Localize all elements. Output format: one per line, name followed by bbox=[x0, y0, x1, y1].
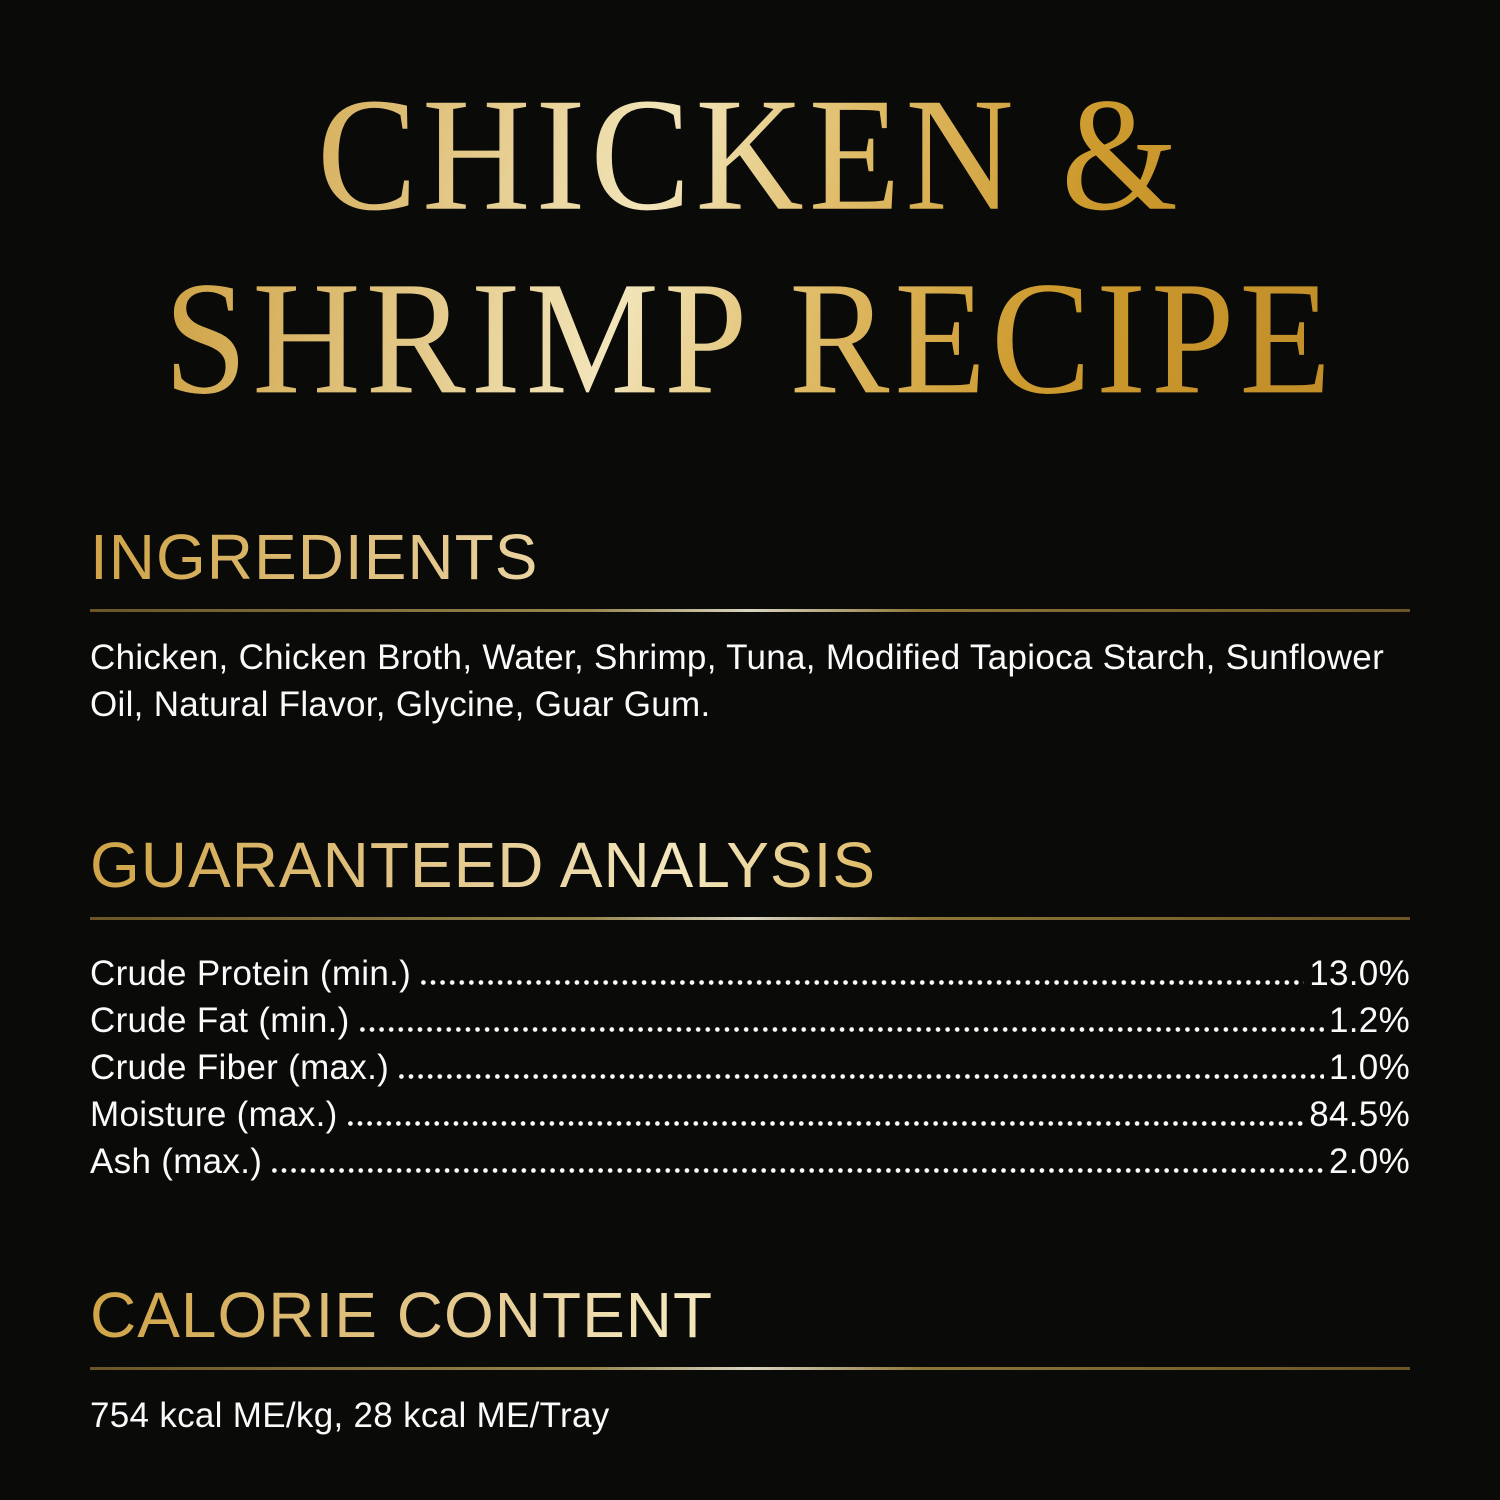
analysis-table: Crude Protein (min.) 13.0% Crude Fat (mi… bbox=[90, 950, 1410, 1185]
analysis-label: Moisture (max.) bbox=[90, 1095, 338, 1134]
guaranteed-analysis-section: GUARANTEED ANALYSIS Crude Protein (min.)… bbox=[90, 829, 1410, 1185]
analysis-label: Ash (max.) bbox=[90, 1142, 263, 1181]
analysis-value: 13.0% bbox=[1309, 954, 1410, 993]
dot-leader bbox=[421, 980, 1305, 985]
dot-leader bbox=[359, 1027, 1325, 1032]
analysis-value: 1.0% bbox=[1329, 1048, 1410, 1087]
analysis-row: Ash (max.) 2.0% bbox=[90, 1138, 1410, 1185]
analysis-value: 84.5% bbox=[1309, 1095, 1410, 1134]
dot-leader bbox=[399, 1074, 1325, 1079]
recipe-title: CHICKEN & SHRIMP RECIPE bbox=[90, 63, 1410, 430]
ingredients-text: Chicken, Chicken Broth, Water, Shrimp, T… bbox=[90, 638, 1385, 724]
analysis-row: Crude Fat (min.) 1.2% bbox=[90, 997, 1410, 1044]
analysis-label: Crude Fiber (max.) bbox=[90, 1048, 390, 1087]
recipe-title-line1: CHICKEN & bbox=[317, 65, 1183, 245]
section-divider bbox=[90, 1367, 1410, 1370]
dot-leader bbox=[347, 1121, 1305, 1126]
analysis-label: Crude Fat (min.) bbox=[90, 1001, 350, 1040]
calorie-content-heading: CALORIE CONTENT bbox=[90, 1279, 1410, 1351]
ingredients-section: INGREDIENTS Chicken, Chicken Broth, Wate… bbox=[90, 521, 1410, 728]
dot-leader bbox=[272, 1168, 1325, 1173]
calorie-content-section: CALORIE CONTENT 754 kcal ME/kg, 28 kcal … bbox=[90, 1279, 1410, 1439]
guaranteed-analysis-heading: GUARANTEED ANALYSIS bbox=[90, 829, 1410, 901]
analysis-row: Moisture (max.) 84.5% bbox=[90, 1091, 1410, 1138]
analysis-label: Crude Protein (min.) bbox=[90, 954, 412, 993]
analysis-value: 1.2% bbox=[1329, 1001, 1410, 1040]
analysis-row: Crude Protein (min.) 13.0% bbox=[90, 950, 1410, 997]
analysis-row: Crude Fiber (max.) 1.0% bbox=[90, 1044, 1410, 1091]
calorie-content-text: 754 kcal ME/kg, 28 kcal ME/Tray bbox=[90, 1396, 610, 1435]
recipe-title-line2: SHRIMP RECIPE bbox=[163, 248, 1337, 429]
section-divider bbox=[90, 609, 1410, 612]
analysis-value: 2.0% bbox=[1329, 1142, 1410, 1181]
section-divider bbox=[90, 917, 1410, 920]
ingredients-heading: INGREDIENTS bbox=[90, 521, 1410, 593]
